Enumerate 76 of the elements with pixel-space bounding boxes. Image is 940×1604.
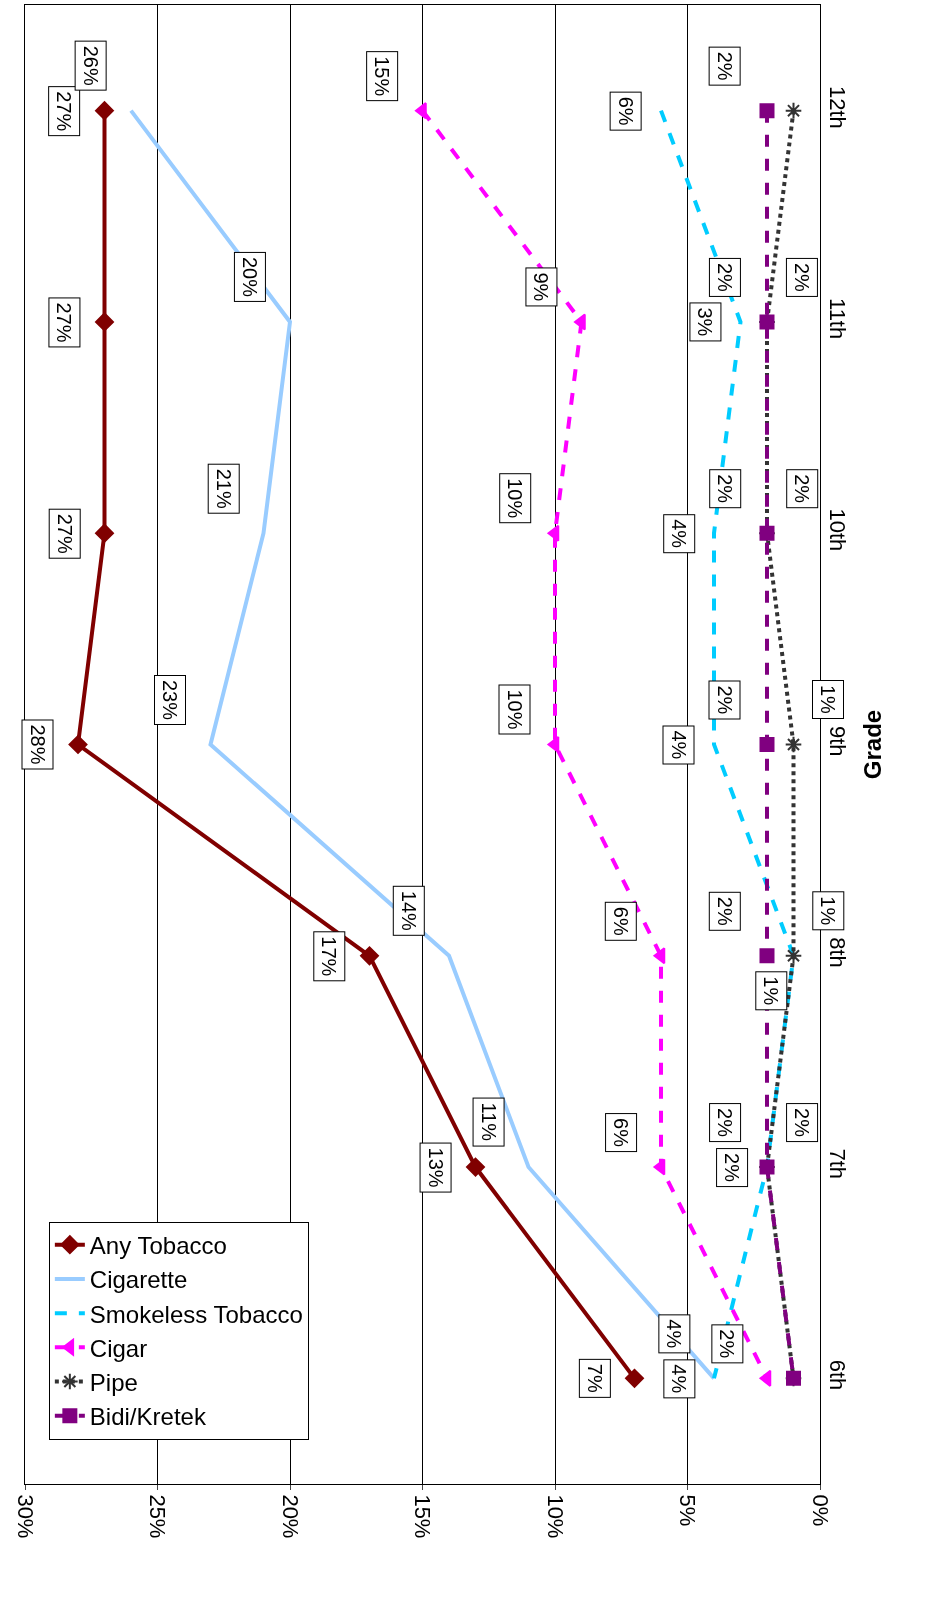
- y-tick-label: 12th: [824, 85, 850, 129]
- point: [547, 524, 560, 542]
- data-label: 27%: [53, 513, 76, 554]
- data-label: 2%: [714, 474, 737, 504]
- data-label: 7%: [583, 1363, 606, 1393]
- data-label: 9%: [530, 272, 553, 302]
- data-label: 4%: [663, 1319, 686, 1349]
- data-label: 23%: [159, 680, 181, 721]
- data-label: 27%: [53, 91, 76, 132]
- legend-label: Pipe: [89, 1368, 138, 1396]
- y-tick-label: 9th: [824, 725, 850, 757]
- point: [653, 947, 666, 965]
- point: [68, 735, 88, 754]
- data-label: 26%: [79, 45, 102, 86]
- data-label: 6%: [610, 1118, 633, 1148]
- x-tick-label: 30%: [12, 1494, 38, 1539]
- legend-label: Cigar: [89, 1334, 148, 1362]
- y-tick-label: 8th: [824, 937, 850, 968]
- data-label: 4%: [668, 1364, 691, 1394]
- x-tick-label: 5%: [675, 1494, 701, 1527]
- data-label: 1%: [817, 896, 840, 926]
- data-label: 10%: [504, 478, 527, 519]
- y-axis-title: Grade: [859, 709, 887, 780]
- data-label: 14%: [397, 890, 420, 932]
- data-label: 1%: [760, 976, 783, 1006]
- data-label: 2%: [790, 262, 813, 293]
- data-label: 4%: [668, 519, 691, 549]
- point: [95, 523, 114, 543]
- point: [759, 1369, 772, 1387]
- data-label: 3%: [694, 307, 717, 337]
- point: [653, 1158, 666, 1176]
- y-tick-label: 6th: [824, 1359, 850, 1391]
- legend-label: Smokeless Tobacco: [89, 1300, 303, 1328]
- data-label: 28%: [26, 724, 49, 765]
- y-tick-label: 11th: [824, 298, 850, 340]
- legend-label: Bidi/Kretek: [89, 1403, 207, 1431]
- point: [466, 1157, 485, 1177]
- data-label: 2%: [713, 685, 736, 715]
- data-label: 1%: [817, 685, 839, 715]
- point: [95, 312, 114, 332]
- data-label: 2%: [791, 1108, 814, 1138]
- x-tick-label: 10%: [542, 1494, 568, 1539]
- data-label: 21%: [212, 468, 235, 509]
- data-label: 11%: [477, 1102, 500, 1142]
- data-label: 2%: [713, 896, 736, 926]
- point: [95, 101, 114, 121]
- x-tick-label: 15%: [410, 1494, 436, 1539]
- legend-label: Any Tobacco: [89, 1232, 227, 1260]
- data-label: 2%: [716, 1329, 739, 1359]
- point: [784, 101, 803, 120]
- point: [360, 946, 379, 966]
- data-label: 15%: [371, 56, 394, 97]
- point: [759, 948, 775, 964]
- x-tick-label: 20%: [277, 1494, 303, 1539]
- y-tick-label: 10th: [824, 508, 850, 552]
- data-label: 4%: [667, 730, 690, 760]
- data-label: 10%: [503, 689, 526, 730]
- data-label: 17%: [318, 936, 341, 977]
- data-label: 6%: [614, 96, 637, 126]
- point: [759, 103, 775, 119]
- legend-label: Cigarette: [89, 1266, 188, 1294]
- data-label: 27%: [53, 302, 76, 343]
- point: [759, 737, 775, 752]
- data-label: 13%: [424, 1147, 447, 1188]
- data-label: 20%: [238, 256, 261, 298]
- data-label: 2%: [713, 262, 736, 293]
- data-label: 2%: [714, 1108, 737, 1138]
- point: [784, 735, 803, 754]
- data-label: 6%: [609, 906, 632, 936]
- data-label: 2%: [713, 51, 736, 81]
- data-label: 2%: [791, 474, 814, 504]
- x-tick-label: 0%: [807, 1494, 833, 1527]
- x-tick-label: 25%: [145, 1494, 171, 1539]
- data-label: 2%: [721, 1153, 744, 1183]
- y-tick-label: 7th: [824, 1148, 850, 1180]
- point: [625, 1368, 644, 1388]
